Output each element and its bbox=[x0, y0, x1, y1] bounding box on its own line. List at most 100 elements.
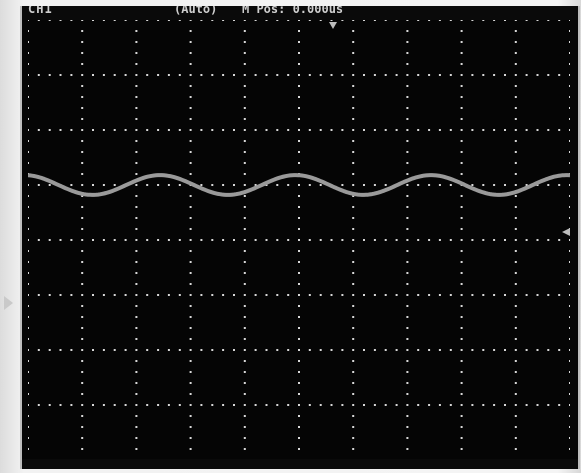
grid-dot bbox=[135, 41, 138, 43]
grid-dot bbox=[406, 261, 409, 263]
grid-dot bbox=[352, 239, 355, 241]
grid-dot bbox=[276, 349, 279, 351]
grid-dot bbox=[514, 371, 517, 373]
grid-dot bbox=[482, 404, 485, 406]
grid-dot bbox=[276, 184, 279, 186]
grid-dot bbox=[384, 349, 387, 351]
grid-dot bbox=[460, 327, 463, 329]
grid-dot bbox=[189, 41, 192, 43]
grid-dot bbox=[406, 217, 409, 219]
grid-dot bbox=[536, 404, 539, 406]
grid-dot bbox=[536, 20, 539, 21]
grid-dot bbox=[558, 239, 561, 241]
grid-dot bbox=[243, 129, 246, 131]
grid-dot bbox=[189, 261, 192, 263]
grid-dot bbox=[243, 107, 246, 109]
grid-dot bbox=[222, 129, 225, 131]
grid-dot bbox=[243, 261, 246, 263]
grid-dot bbox=[298, 360, 300, 362]
grid-dot bbox=[28, 206, 29, 208]
grid-dot bbox=[460, 107, 463, 109]
grid-dot bbox=[135, 107, 138, 109]
grid-dot bbox=[28, 294, 29, 296]
grid-dot bbox=[449, 294, 452, 296]
grid-dot bbox=[92, 74, 94, 76]
grid-dot bbox=[189, 360, 192, 362]
grid-dot bbox=[178, 20, 181, 21]
grid-dot bbox=[135, 316, 138, 318]
grid-dot bbox=[406, 272, 409, 274]
grid-dot bbox=[59, 20, 62, 21]
grid-dot bbox=[341, 294, 344, 296]
grid-dot bbox=[406, 30, 409, 32]
grid-dot bbox=[135, 327, 138, 329]
grid-dot bbox=[406, 173, 409, 175]
grid-dot bbox=[157, 129, 160, 131]
grid-dot bbox=[189, 426, 192, 428]
grid-dot bbox=[352, 338, 355, 340]
grid-dot bbox=[536, 349, 539, 351]
grid-dot bbox=[233, 74, 235, 76]
grid-dot bbox=[352, 206, 355, 208]
grid-dot bbox=[536, 239, 539, 241]
grid-dot bbox=[298, 305, 300, 307]
grid-dot bbox=[395, 74, 398, 76]
grid-dot bbox=[28, 30, 29, 32]
grid-dot bbox=[189, 52, 192, 54]
grid-dot bbox=[233, 294, 235, 296]
grid-dot bbox=[330, 349, 333, 351]
grid-dot bbox=[92, 294, 94, 296]
grid-dot bbox=[243, 360, 246, 362]
grid-dot bbox=[536, 74, 539, 76]
grid-dot bbox=[493, 349, 496, 351]
grid-dot bbox=[298, 415, 300, 417]
grid-dot bbox=[81, 426, 84, 428]
grid-dot bbox=[28, 140, 29, 142]
grid-dot bbox=[352, 30, 355, 32]
grid-dot bbox=[178, 129, 181, 131]
grid-dot bbox=[81, 283, 84, 285]
grid-dot bbox=[298, 20, 300, 21]
grid-dot bbox=[514, 129, 517, 131]
grid-dot bbox=[92, 184, 94, 186]
grid-dot bbox=[243, 250, 246, 252]
grid-dot bbox=[460, 239, 463, 241]
grid-dot bbox=[417, 239, 420, 241]
grid-dot bbox=[514, 448, 517, 450]
grid-dot bbox=[28, 393, 29, 395]
grid-dot bbox=[352, 415, 355, 417]
grid-dot bbox=[363, 129, 365, 131]
grid-dot bbox=[81, 316, 84, 318]
grid-dot bbox=[189, 217, 192, 219]
grid-dot bbox=[37, 74, 40, 76]
grid-dot bbox=[243, 272, 246, 274]
grid-dot bbox=[113, 184, 116, 186]
grid-dot bbox=[135, 184, 138, 186]
grid-dot bbox=[460, 20, 463, 21]
grid-dot bbox=[547, 74, 550, 76]
grid-dot bbox=[48, 129, 51, 131]
grid-dot bbox=[28, 338, 29, 340]
grid-dot bbox=[222, 239, 225, 241]
grid-dot bbox=[92, 129, 94, 131]
grid-dot bbox=[395, 239, 398, 241]
grid-dot bbox=[254, 129, 257, 131]
grid-dot bbox=[514, 118, 517, 120]
grid-dot bbox=[254, 74, 257, 76]
grid-dot bbox=[482, 184, 485, 186]
grid-dot bbox=[525, 349, 528, 351]
grid-dot bbox=[569, 52, 570, 54]
grid-dot bbox=[352, 63, 355, 65]
grid-dot bbox=[222, 20, 225, 21]
grid-dot bbox=[460, 283, 463, 285]
grid-dot bbox=[243, 206, 246, 208]
grid-dot bbox=[287, 239, 290, 241]
grid-dot bbox=[428, 20, 431, 21]
grid-dot bbox=[28, 305, 29, 307]
grid-dot bbox=[298, 239, 300, 241]
grid-dot bbox=[211, 404, 214, 406]
grid-dot bbox=[460, 118, 463, 120]
grid-dot bbox=[135, 261, 138, 263]
grid-dot bbox=[28, 272, 29, 274]
grid-dot bbox=[493, 294, 496, 296]
